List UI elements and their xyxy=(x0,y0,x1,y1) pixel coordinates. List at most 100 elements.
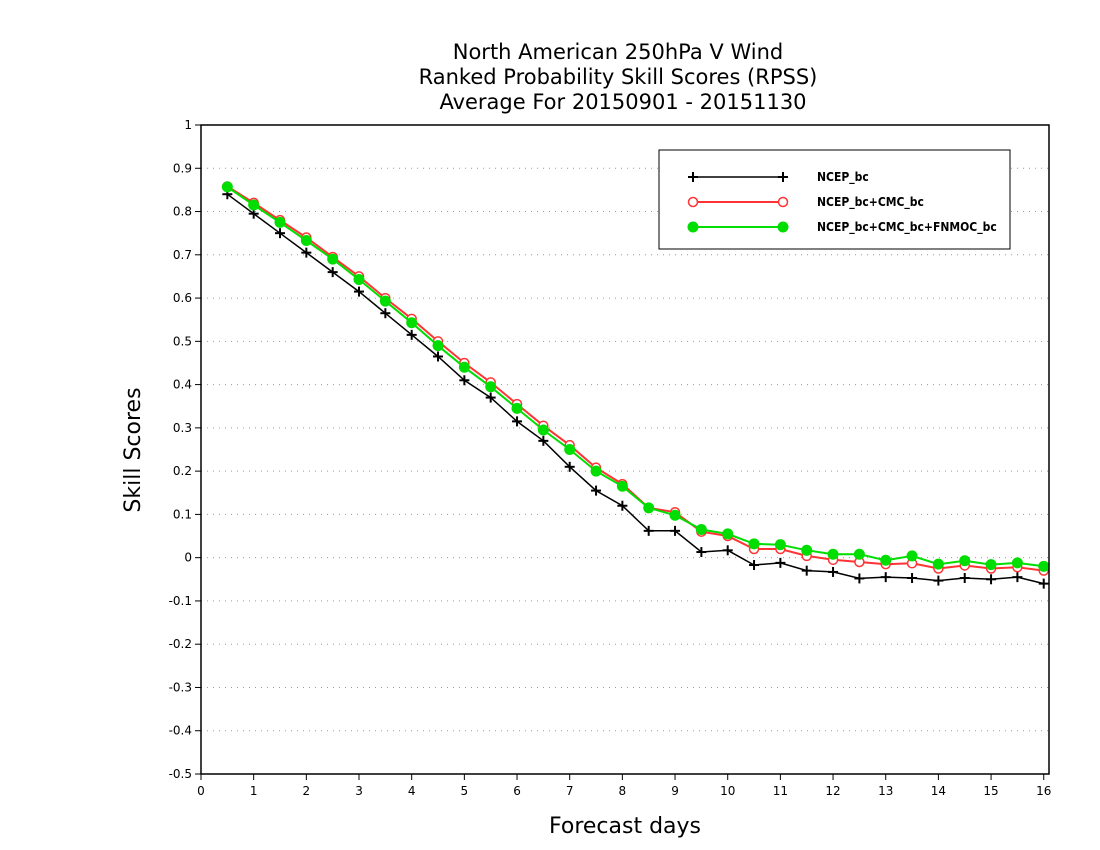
data-point xyxy=(696,547,707,558)
data-point xyxy=(458,361,470,373)
data-point xyxy=(801,565,812,576)
data-point xyxy=(485,392,496,403)
title-line-2: Ranked Probability Skill Scores (RPSS) xyxy=(419,65,818,89)
data-point xyxy=(643,525,654,536)
legend-entry: NCEP_bc xyxy=(688,170,869,185)
data-point xyxy=(670,525,681,536)
y-tick-label: 0.2 xyxy=(173,464,192,478)
data-point xyxy=(643,502,655,514)
data-point xyxy=(880,554,892,566)
data-point xyxy=(669,509,681,521)
data-point xyxy=(564,444,576,455)
data-point xyxy=(749,560,760,571)
x-tick-label: 2 xyxy=(303,784,311,798)
data-point xyxy=(327,267,338,278)
x-tick-label: 0 xyxy=(197,784,205,798)
data-point xyxy=(406,329,417,340)
data-point xyxy=(511,402,523,414)
data-point xyxy=(591,485,602,496)
data-point xyxy=(300,235,312,247)
y-tick-label: 0.9 xyxy=(173,161,192,175)
data-point xyxy=(327,253,339,265)
legend-box xyxy=(658,149,1011,250)
x-tick-label: 3 xyxy=(355,784,363,798)
series-layer xyxy=(221,181,1050,589)
x-tick-label: 9 xyxy=(671,784,679,798)
x-axis: 0 1 2 3 4 5 6 7 8 9 10 11 12 13 14 15 16 xyxy=(197,774,1051,798)
data-point xyxy=(564,461,575,472)
data-point xyxy=(1012,572,1023,583)
x-tick-label: 16 xyxy=(1036,784,1051,798)
data-point xyxy=(687,221,699,233)
data-point xyxy=(959,573,970,584)
y-tick-label: 0.8 xyxy=(173,205,192,219)
data-point xyxy=(777,221,789,233)
series-3 xyxy=(221,181,1050,572)
data-point xyxy=(801,544,813,556)
data-point xyxy=(695,524,707,536)
data-point xyxy=(774,539,786,551)
data-point xyxy=(512,416,523,427)
legend-entry: NCEP_bc+CMC_bc xyxy=(687,195,924,210)
data-point xyxy=(827,548,839,560)
x-axis-label: Forecast days xyxy=(549,814,701,839)
x-tick-label: 13 xyxy=(878,784,893,798)
data-point xyxy=(775,557,786,568)
data-point xyxy=(380,308,391,319)
x-tick-label: 8 xyxy=(619,784,627,798)
title-line-3: Average For 20150901 - 20151130 xyxy=(439,90,806,114)
data-point xyxy=(985,559,997,571)
data-point xyxy=(853,548,865,560)
data-point xyxy=(933,575,944,586)
data-point xyxy=(354,286,365,297)
x-tick-label: 12 xyxy=(825,784,840,798)
data-point xyxy=(433,351,444,362)
data-point xyxy=(959,555,971,567)
data-point xyxy=(1038,560,1050,572)
legend-entry: NCEP_bc+CMC_bc+FNMOC_bc xyxy=(687,220,997,235)
y-tick-label: 1 xyxy=(184,118,192,132)
y-tick-label: -0.4 xyxy=(169,724,192,738)
data-point xyxy=(301,247,312,258)
data-point xyxy=(275,228,286,239)
x-tick-label: 11 xyxy=(773,784,788,798)
data-point xyxy=(616,480,628,492)
data-point xyxy=(986,574,997,585)
data-point xyxy=(932,558,944,570)
data-point xyxy=(748,538,760,550)
data-point xyxy=(274,216,286,228)
data-point xyxy=(777,196,789,208)
data-point xyxy=(379,295,391,307)
y-axis: -0.5 -0.4 -0.3 -0.2 -0.1 0 0.1 0.2 0.3 0.4 0.5 0.6 0… xyxy=(169,118,201,781)
data-point xyxy=(722,545,733,556)
data-point xyxy=(854,573,865,584)
y-tick-label: 0.6 xyxy=(173,291,192,305)
y-tick-label: 0.5 xyxy=(173,334,192,348)
title-line-1: North American 250hPa V Wind xyxy=(453,40,784,64)
x-tick-label: 4 xyxy=(408,784,416,798)
data-point xyxy=(485,381,497,393)
x-tick-label: 5 xyxy=(461,784,469,798)
data-point xyxy=(221,181,233,193)
data-point xyxy=(1011,557,1023,569)
data-point xyxy=(907,573,918,584)
legend-label: NCEP_bc+CMC_bc xyxy=(817,195,924,210)
data-point xyxy=(688,172,698,182)
y-tick-label: 0.4 xyxy=(173,378,192,392)
legend-label: NCEP_bc+CMC_bc+FNMOC_bc xyxy=(817,220,997,235)
series-1 xyxy=(222,189,1049,589)
data-point xyxy=(778,172,788,182)
data-point xyxy=(459,375,470,386)
data-point xyxy=(432,340,444,352)
data-point xyxy=(406,317,418,329)
data-point xyxy=(353,273,365,285)
y-tick-label: -0.5 xyxy=(169,767,192,781)
y-tick-label: 0 xyxy=(184,551,192,565)
data-point xyxy=(1038,578,1049,589)
y-tick-label: 0.7 xyxy=(173,248,192,262)
chart-title: North American 250hPa V Wind Ranked Prob… xyxy=(419,40,818,114)
data-point xyxy=(617,500,628,511)
data-point xyxy=(722,528,734,540)
data-point xyxy=(687,196,699,208)
